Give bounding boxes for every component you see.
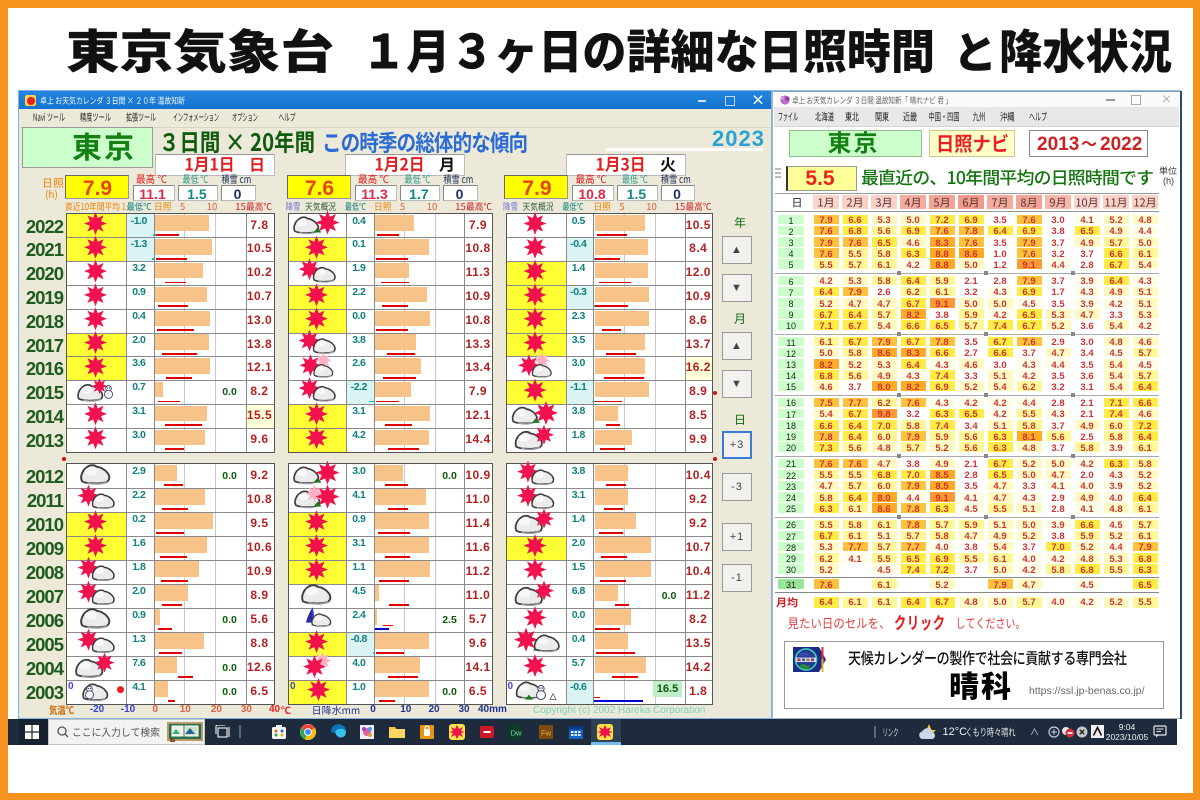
- svg-text:Fw: Fw: [541, 729, 552, 738]
- svg-text:Dw: Dw: [511, 729, 522, 738]
